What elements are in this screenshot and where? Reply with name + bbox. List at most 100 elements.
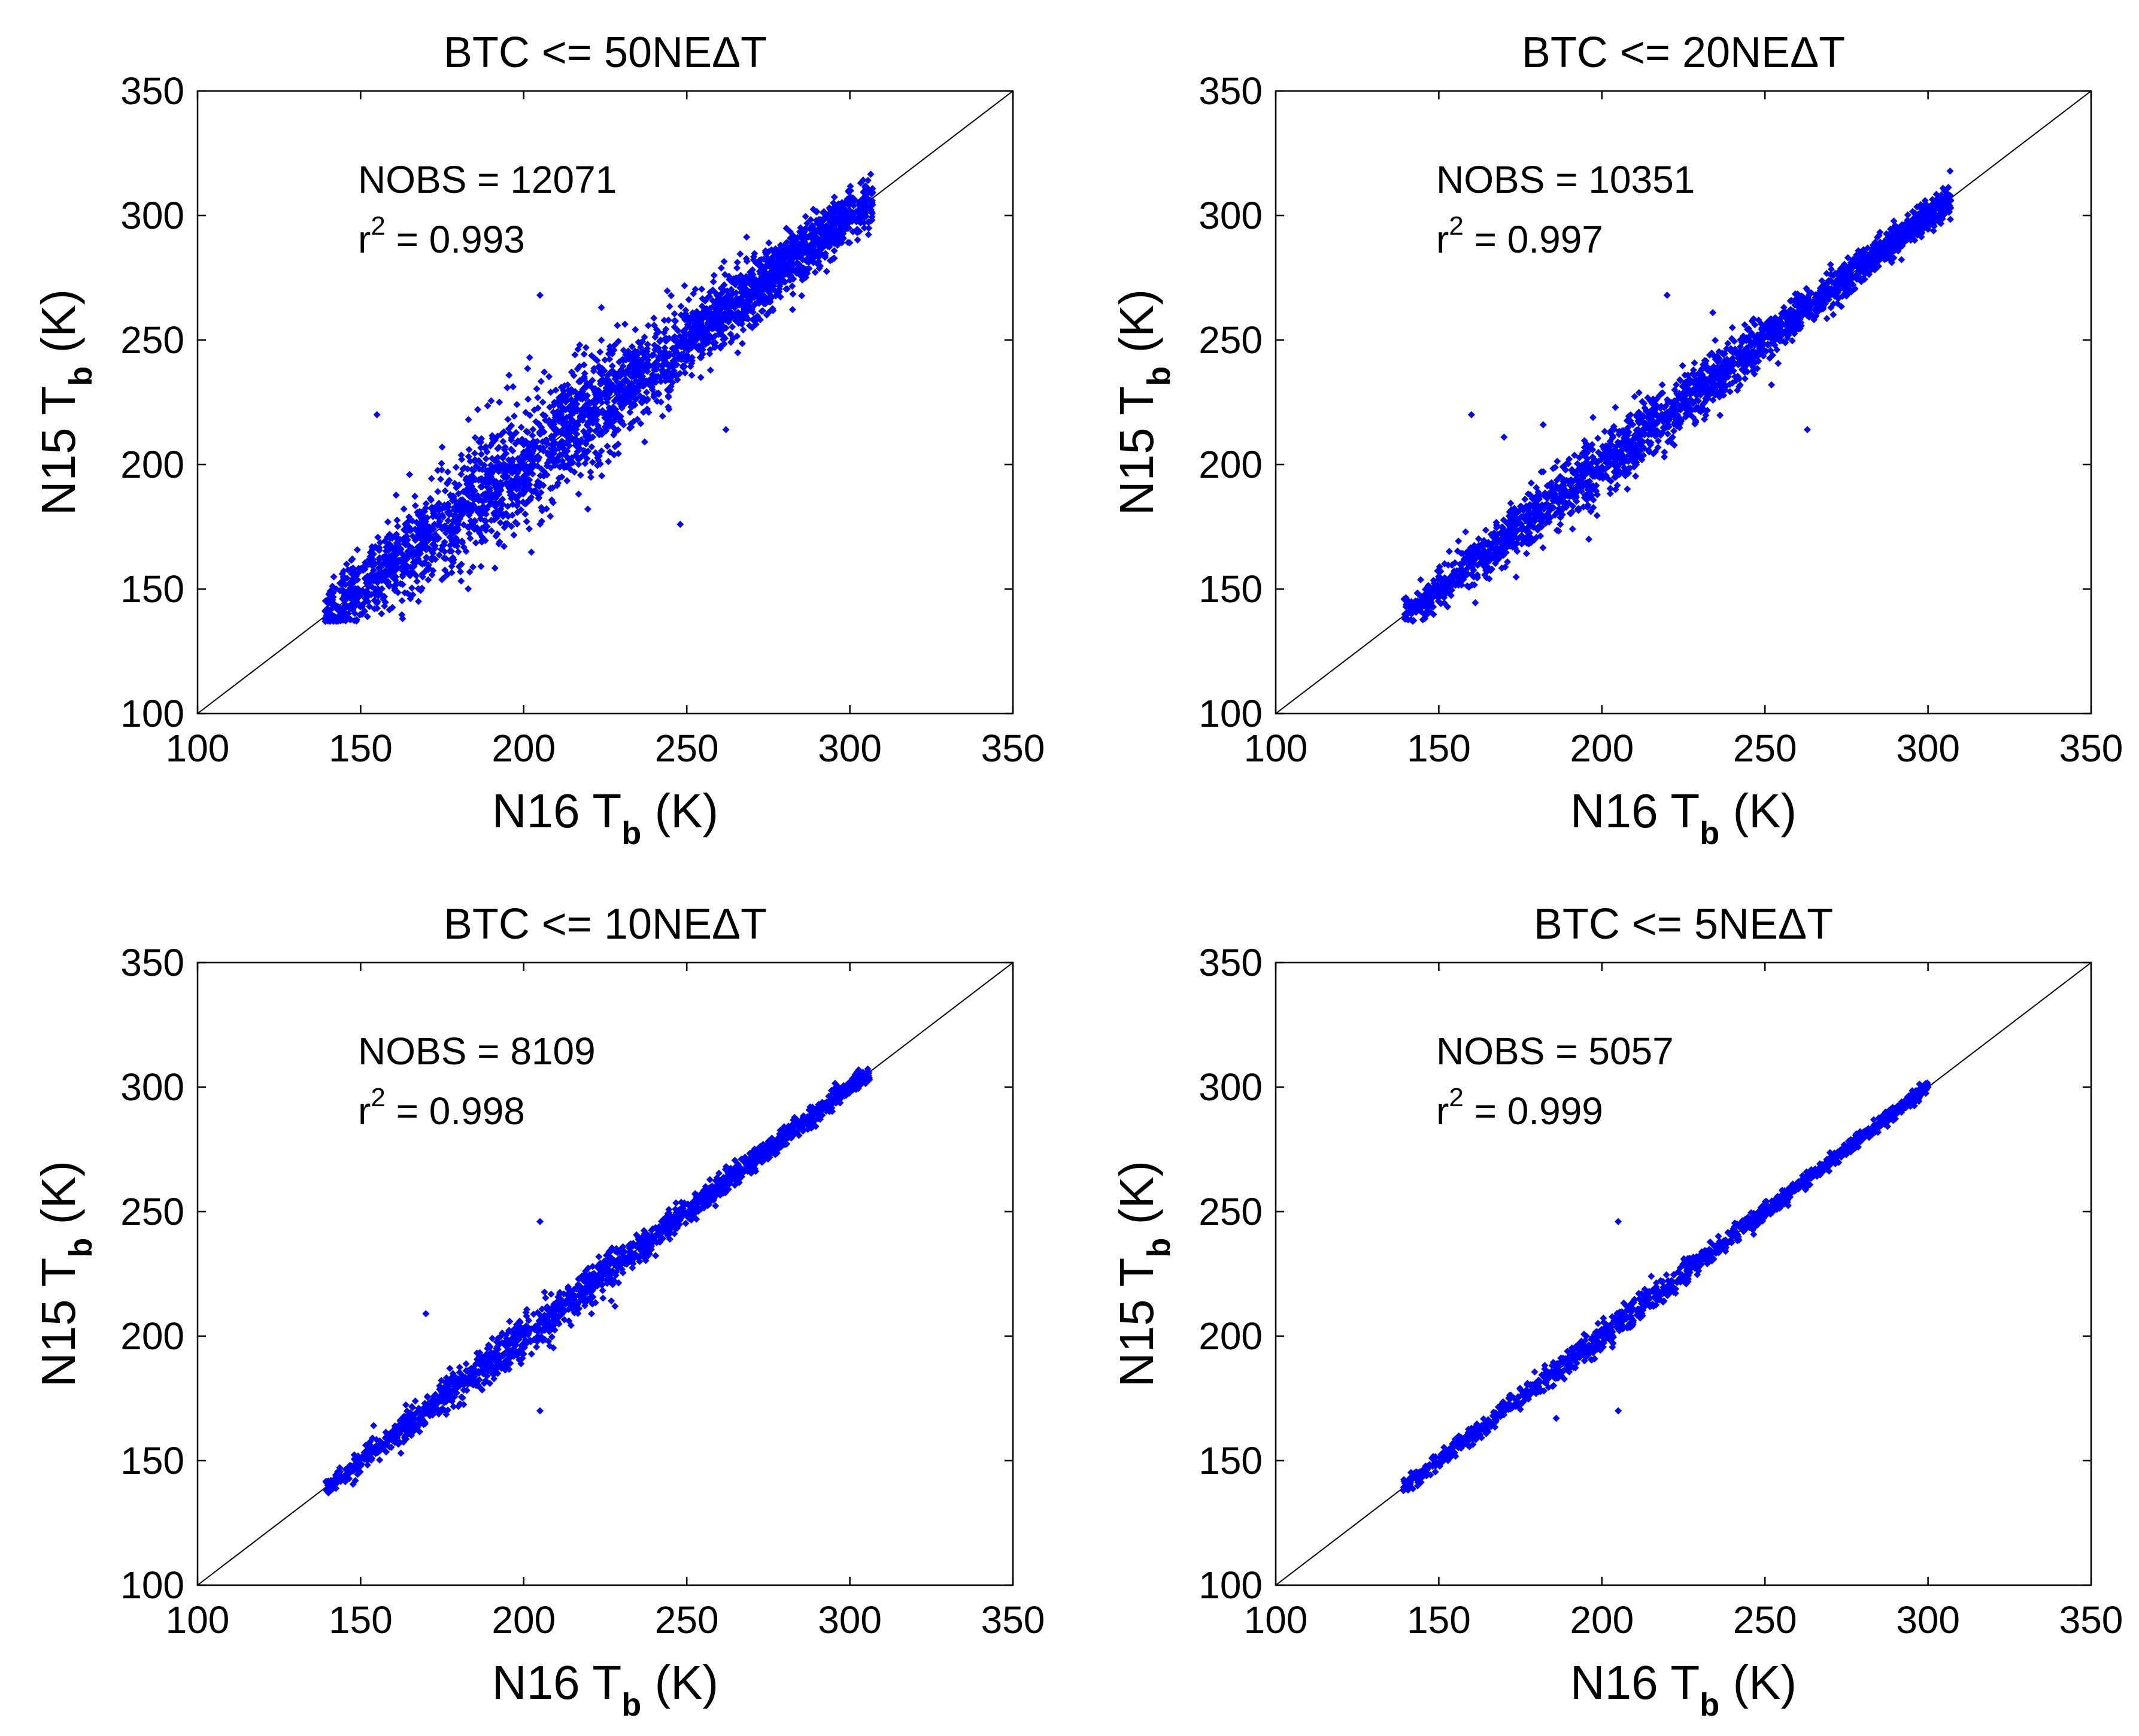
scatter-point [491,564,499,572]
scatter-point [765,239,773,247]
scatter-point [477,450,485,458]
scatter-point [539,398,547,406]
scatter-point [650,321,658,329]
scatter-point [803,220,811,227]
scatter-point [435,499,443,507]
scatter-point [527,548,535,556]
scatter-point [493,530,501,538]
scatter-point [392,491,400,499]
scatter-point [608,362,616,370]
scatter-point [571,351,579,359]
scatter-point [440,574,448,582]
scatter-point [709,278,717,286]
scatter-point [590,367,597,375]
scatter-point [509,383,517,390]
scatter-point [405,513,413,521]
y-tick-label: 100 [120,692,184,735]
scatter-point [451,479,459,487]
scatter-point [457,567,465,575]
scatter-point [698,286,706,293]
scatter-point [558,473,566,481]
scatter-points [321,170,876,626]
scatter-point [633,415,641,423]
scatter-point [413,578,421,585]
scatter-point [614,321,621,329]
scatter-point [389,603,396,611]
x-tick-label: 300 [818,727,882,770]
scatter-point [644,341,651,348]
scatter-point [517,423,525,431]
scatter-point [580,350,588,358]
scatter-point [533,385,541,393]
scatter-point [524,395,532,403]
scatter-point [626,408,634,416]
scatter-point [415,597,423,605]
scatter-point [699,295,706,302]
scatter-point [347,556,355,564]
scatter-point [575,490,582,498]
scatter-point [815,253,823,261]
scatter-point [546,403,554,411]
scatter-point [672,317,679,325]
scatter-point [398,611,406,619]
scatter-point [685,296,693,304]
scatter-point [500,542,508,550]
scatter-point [601,356,609,364]
scatter-point [677,302,685,310]
scatter-point [746,321,754,329]
scatter-point [421,567,429,575]
y-tick-label: 200 [120,443,184,486]
scatter-point [394,523,402,530]
scatter-point [474,406,481,414]
scatter-point [484,402,491,409]
x-tick-label: 250 [655,727,719,770]
scatter-point [563,477,571,485]
scatter-point [496,398,503,406]
scatter-point [653,397,661,405]
scatter-point [330,573,338,581]
scatter-point [454,548,462,556]
scatter-point [752,320,760,328]
scatter-point [666,302,673,310]
scatter-point [575,460,582,468]
x-tick-label: 200 [491,727,556,770]
scatter-point [394,588,402,596]
scatter-point [487,397,495,405]
scatter-point [681,282,688,290]
scatter-point [550,399,558,406]
scatter-point [668,292,675,299]
scatter-point [860,224,868,232]
scatter-point [437,475,445,483]
scatter-point [867,170,875,178]
scatter-point [570,372,578,380]
scatter-point [439,513,447,521]
scatter-point [688,371,696,379]
scatter-point [504,415,512,423]
scatter-point [547,445,555,453]
scatter-point [628,343,636,351]
scatter-point [438,466,445,474]
nobs-annotation: NOBS = 12071 [358,158,617,201]
scatter-point [427,475,435,482]
scatter-point [564,381,572,389]
scatter-point [621,320,629,328]
scatter-point [465,530,473,538]
scatter-point [358,609,366,617]
scatter-point [697,374,705,381]
scatter-point [577,471,584,479]
scatter-point [823,268,830,275]
scatter-point [663,287,671,295]
scatter-point [788,306,796,314]
scatter-point [524,365,532,372]
scatter-point [378,610,386,618]
scatter-point [523,518,530,526]
scatter-point [690,290,697,298]
scatter-point [353,546,361,554]
scatter-point [715,330,723,338]
chart-title: BTC <= 20NEΔT [1522,29,1845,77]
scatter-point [457,577,465,585]
chart-title: BTC <= 50NEΔT [444,29,767,77]
